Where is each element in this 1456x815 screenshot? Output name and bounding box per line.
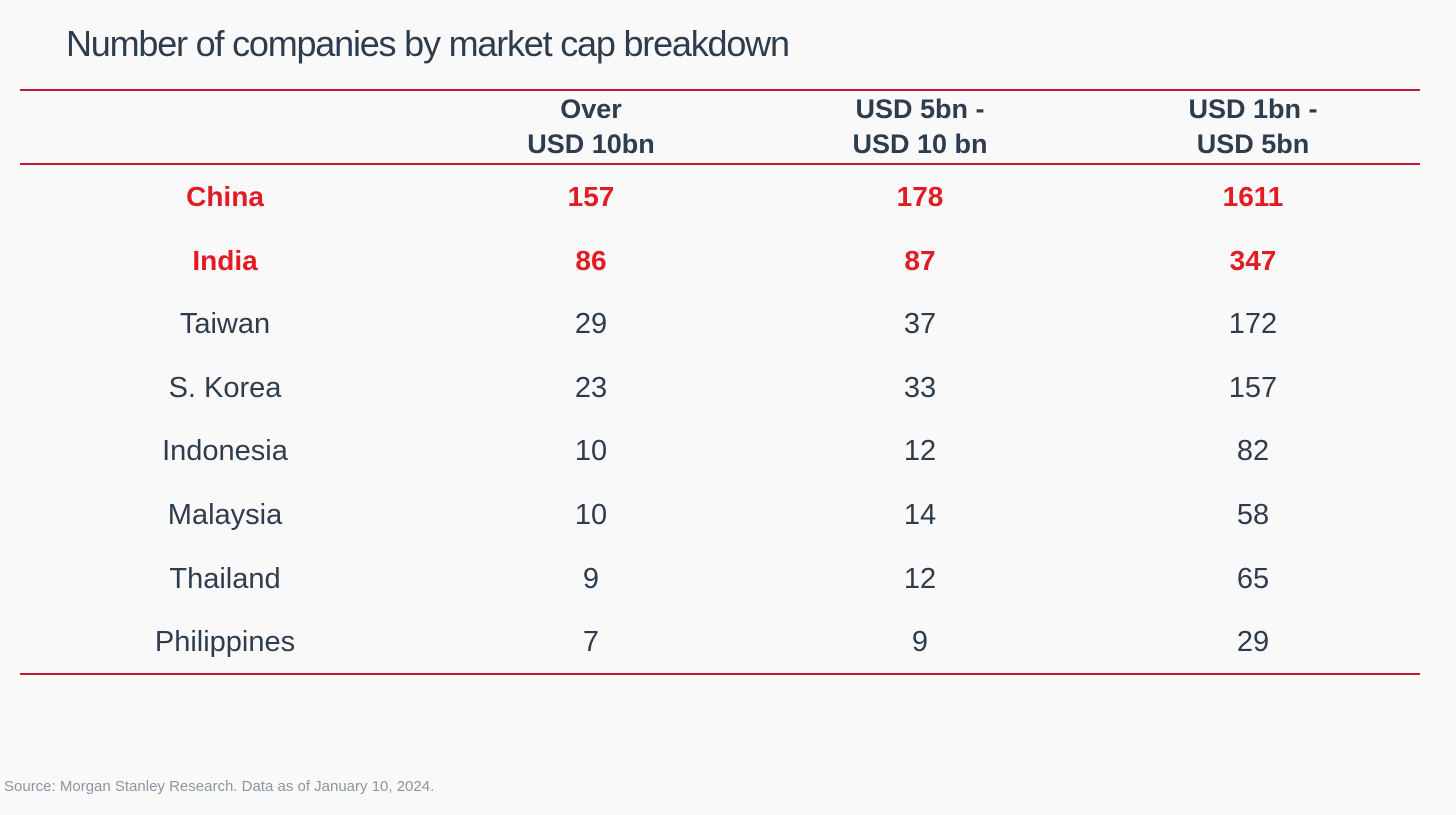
- row-label: Philippines: [154, 626, 296, 658]
- row-label: Taiwan: [179, 308, 271, 340]
- column-header-5bn-10bn: USD 5bn - USD 10 bn: [852, 92, 987, 162]
- table-cell: 12: [903, 435, 937, 467]
- table-cell: 29: [1236, 626, 1270, 658]
- column-header-1bn-5bn: USD 1bn - USD 5bn: [1188, 92, 1317, 162]
- table-row-indonesia: Indonesia 10 12 82: [0, 419, 1456, 483]
- table-row-s-korea: S. Korea 23 33 157: [0, 356, 1456, 420]
- column-header-line2: USD 10 bn: [852, 129, 988, 159]
- column-header-line2: USD 10bn: [527, 129, 655, 159]
- table-row-india: India 86 87 347: [0, 229, 1456, 293]
- chart-title: Number of companies by market cap breakd…: [66, 23, 790, 64]
- table-cell: 33: [903, 372, 937, 404]
- table-row-taiwan: Taiwan 29 37 172: [0, 292, 1456, 356]
- table-cell: 86: [575, 245, 607, 276]
- row-label: Thailand: [169, 563, 281, 595]
- table-cell: 1611: [1222, 181, 1284, 212]
- row-label: S. Korea: [168, 372, 282, 404]
- table-row-china: China 157 178 1611: [0, 165, 1456, 229]
- table-cell: 157: [1228, 372, 1278, 404]
- table-cell: 157: [567, 181, 615, 212]
- table-cell: 58: [1236, 499, 1270, 531]
- table-cell: 178: [896, 181, 944, 212]
- row-label: Malaysia: [167, 499, 283, 531]
- table-cell: 172: [1228, 308, 1278, 340]
- column-header-line1: USD 5bn -: [855, 94, 985, 124]
- table-row-philippines: Philippines 7 9 29: [0, 610, 1456, 674]
- table-cell: 10: [574, 435, 608, 467]
- source-note: Source: Morgan Stanley Research. Data as…: [4, 778, 435, 795]
- header-rule: [20, 163, 1420, 165]
- table-cell: 347: [1229, 245, 1277, 276]
- table-cell: 7: [582, 626, 600, 658]
- table-cell: 10: [574, 499, 608, 531]
- table-row-thailand: Thailand 9 12 65: [0, 547, 1456, 611]
- column-header-line1: USD 1bn -: [1188, 94, 1318, 124]
- row-label: China: [186, 181, 264, 212]
- table-cell: 29: [574, 308, 608, 340]
- row-label: India: [192, 245, 258, 276]
- table-cell: 37: [903, 308, 937, 340]
- row-label: Indonesia: [162, 435, 288, 467]
- table-cell: 9: [582, 563, 600, 595]
- column-header-line2: USD 5bn: [1196, 129, 1310, 159]
- table-cell: 14: [903, 499, 937, 531]
- table-cell: 82: [1236, 435, 1270, 467]
- table-cell: 87: [904, 245, 936, 276]
- column-header-over-10bn: Over USD 10bn: [527, 92, 655, 162]
- top-rule: [20, 89, 1420, 91]
- table-row-malaysia: Malaysia 10 14 58: [0, 483, 1456, 547]
- table-cell: 23: [574, 372, 608, 404]
- bottom-rule: [20, 673, 1420, 675]
- table-cell: 65: [1236, 563, 1270, 595]
- table-cell: 9: [911, 626, 929, 658]
- column-header-line1: Over: [560, 94, 622, 124]
- table-cell: 12: [903, 563, 937, 595]
